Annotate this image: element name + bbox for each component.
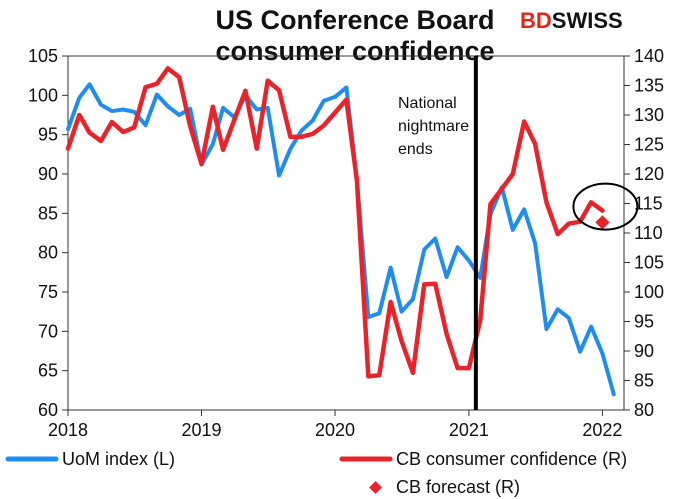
- brand-logo: BDSWISS: [520, 8, 623, 33]
- legend-label-cb: CB consumer confidence (R): [396, 449, 627, 469]
- left-tick-label: 95: [38, 125, 58, 145]
- x-axis: 2018 2019 2020 2021 2022: [48, 410, 622, 440]
- brand-logo-part-2: SWISS: [552, 8, 623, 33]
- legend-label-uom: UoM index (L): [62, 449, 175, 469]
- right-tick-label: 140: [634, 46, 664, 66]
- right-tick-label: 105: [634, 253, 664, 273]
- left-tick-label: 80: [38, 243, 58, 263]
- x-tick-label: 2022: [582, 420, 622, 440]
- right-tick-label: 130: [634, 105, 664, 125]
- left-tick-label: 85: [38, 203, 58, 223]
- right-tick-label: 125: [634, 135, 664, 155]
- right-tick-label: 95: [634, 312, 654, 332]
- right-tick-label: 110: [634, 223, 663, 243]
- annotation-line-2: nightmare: [398, 118, 469, 135]
- annotation-line-3: ends: [398, 141, 433, 158]
- highlight-circle: [572, 182, 639, 231]
- x-tick-label: 2020: [315, 420, 355, 440]
- x-tick-label: 2019: [181, 420, 221, 440]
- left-tick-label: 75: [38, 282, 58, 302]
- series-layer: [65, 56, 639, 410]
- brand-logo-part-1: BD: [520, 8, 552, 33]
- right-axis: 80 85 90 95 100 105 110 115 120 125 130 135 140: [624, 46, 664, 420]
- chart-title: US Conference Board consumer confidence: [215, 5, 494, 66]
- right-tick-label: 80: [634, 400, 654, 420]
- svg-text:BDSWISS: BDSWISS: [520, 8, 623, 33]
- legend: UoM index (L) CB consumer confidence (R)…: [5, 449, 627, 497]
- right-tick-label: 120: [634, 164, 664, 184]
- left-tick-label: 65: [38, 361, 58, 381]
- right-tick-label: 100: [634, 282, 664, 302]
- left-tick-label: 100: [28, 85, 58, 105]
- series-line-cb: [65, 66, 605, 379]
- annotation: National nightmare ends: [398, 95, 469, 158]
- annotation-line-1: National: [398, 95, 457, 112]
- left-axis: 60 65 70 75 80 85 90 95 100 105: [28, 46, 68, 420]
- right-tick-label: 135: [634, 76, 664, 96]
- legend-swatch-forecast: [369, 481, 382, 494]
- x-tick-label: 2018: [48, 420, 88, 440]
- forecast-point: [595, 215, 610, 230]
- x-tick-label: 2021: [449, 420, 489, 440]
- right-tick-label: 85: [634, 371, 654, 391]
- right-tick-label: 90: [634, 341, 654, 361]
- chart-title-line-2: consumer confidence: [215, 36, 494, 66]
- left-tick-label: 90: [38, 164, 58, 184]
- left-tick-label: 105: [28, 46, 58, 66]
- legend-label-forecast: CB forecast (R): [396, 477, 520, 497]
- chart-title-line-1: US Conference Board: [215, 5, 494, 35]
- left-tick-label: 60: [38, 400, 58, 420]
- right-tick-label: 115: [634, 194, 663, 214]
- series-line-uom: [66, 82, 616, 397]
- left-tick-label: 70: [38, 321, 58, 341]
